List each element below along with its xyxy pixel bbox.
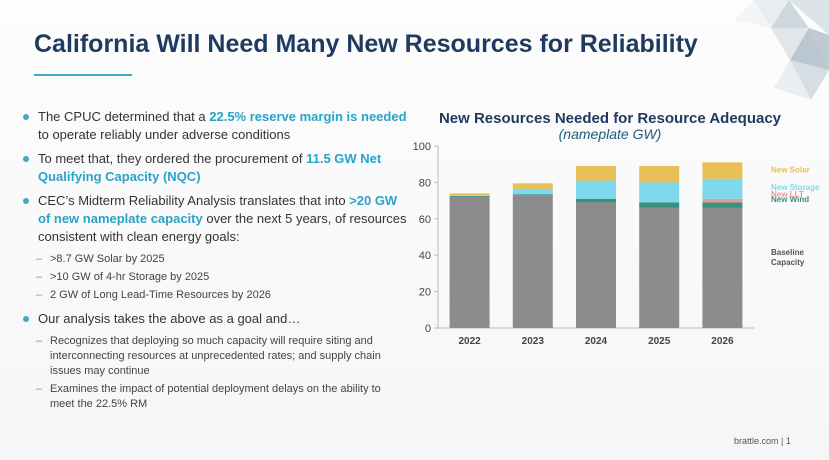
x-tick-label: 2022 [458,336,481,347]
bar-new-wind-2025 [639,202,680,208]
bar-new-solar-2024 [576,166,616,181]
legend-label-baseline-line2: Capacity [771,258,805,267]
bar-new-solar-2026 [702,162,743,179]
x-tick-label: 2024 [585,336,608,347]
bar-baseline-capacity-2023 [512,195,553,328]
bar-new-storage-2023 [512,188,553,195]
title-underline [34,74,132,76]
x-tick-label: 2023 [522,336,545,347]
bar-new-wind-2026 [702,202,743,208]
bar-new-wind-2022 [449,196,490,197]
bar-new-solar-2022 [449,193,490,196]
footer-text: brattle.com | 1 [734,436,791,446]
bullet-our-analysis: Our analysis takes the above as a goal a… [22,310,407,328]
bullet-list: The CPUC determined that a 22.5% reserve… [22,108,407,415]
bullet-text: to operate reliably under adverse condit… [38,127,291,142]
legend-label-baseline: Baseline [771,248,804,257]
legend-label-new-wind: New Wind [771,195,809,204]
y-tick-label: 60 [419,214,431,226]
bar-baseline-capacity-2024 [576,202,616,328]
bar-new-storage-2022 [449,195,490,197]
bar-new-wind-2023 [512,194,553,196]
y-tick-label: 100 [413,141,431,153]
sub-bullet-siting: Recognizes that deploying so much capaci… [22,334,407,379]
bullet-procurement: To meet that, they ordered the procureme… [22,150,407,186]
bullet-cec-analysis: CEC’s Midterm Reliability Analysis trans… [22,192,407,246]
chart-title: New Resources Needed for Resource Adequa… [438,110,782,127]
y-tick-label: 80 [419,177,431,189]
x-tick-label: 2026 [711,336,734,347]
y-tick-label: 20 [419,287,431,299]
bar-new-storage-2025 [639,182,680,203]
highlight-text: 11.5 GW Net Qualifying Capacity (NQC) [38,151,382,184]
legend-label-new-llt: New LLT [771,190,804,199]
slide-title: California Will Need Many New Resources … [34,30,698,58]
highlight-text: >20 GW of new nameplate capacity [38,193,398,226]
sub-bullet-storage: >10 GW of 4-hr Storage by 2025 [22,270,407,285]
sub-bullet-solar: >8.7 GW Solar by 2025 [22,252,407,267]
bar-baseline-capacity-2026 [702,207,743,328]
bar-new-storage-2024 [576,180,616,199]
bar-new-solar-2025 [639,166,680,183]
bullet-text: over the next 5 years, of resources cons… [38,211,407,244]
bar-baseline-capacity-2022 [449,196,490,328]
bar-baseline-capacity-2025 [639,207,680,328]
bar-new-solar-2023 [512,183,553,189]
highlight-text: 22.5% reserve margin is needed [209,109,407,124]
bullet-text: The CPUC determined that a [38,109,210,124]
bar-new-wind-2024 [576,198,616,203]
legend-label-new-solar: New Solar [771,166,810,175]
chart-subtitle: (nameplate GW) [558,126,662,142]
legend-label-new-storage: New Storage [771,183,820,192]
y-tick-label: 0 [425,323,431,335]
bar-new-llt-2026 [702,198,743,203]
triangle-pattern-decoration [734,0,829,100]
sub-bullet-llt: 2 GW of Long Lead-Time Resources by 2026 [22,288,407,303]
x-tick-label: 2025 [648,336,671,347]
bullet-reserve-margin: The CPUC determined that a 22.5% reserve… [22,108,407,144]
sub-bullet-delays: Examines the impact of potential deploym… [22,382,407,412]
bullet-text: To meet that, they ordered the procureme… [38,151,307,166]
y-tick-label: 40 [419,250,431,262]
bullet-text: CEC’s Midterm Reliability Analysis trans… [38,193,350,208]
bar-new-storage-2026 [702,178,743,199]
stacked-bar-chart: 0 20 40 60 80 100 2022 2023 2024 2025 2026 Baseline… [413,141,820,347]
